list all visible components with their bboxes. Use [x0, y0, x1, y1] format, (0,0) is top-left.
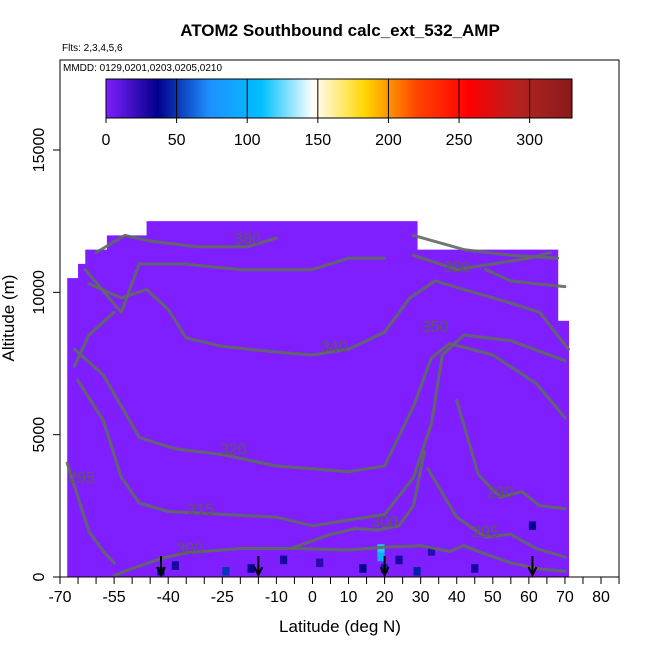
y-axis-label: Altitude (m): [0, 275, 18, 362]
contour-line: [94, 233, 278, 254]
contour-label: 300: [371, 514, 398, 531]
coverage-column: [417, 249, 458, 577]
x-tick-label: -40: [157, 589, 180, 606]
flight-arrows: [156, 556, 538, 578]
contour-label: 290: [487, 484, 514, 501]
contour-line: [83, 256, 387, 314]
data-cell: [471, 564, 479, 573]
x-axis: -70 -55 -40 -25 -10 0 10 20 30 40 50 60 70 80: [48, 577, 620, 606]
coverage-column: [67, 278, 79, 577]
coverage-column: [78, 263, 86, 577]
data-cell: [222, 567, 230, 576]
flight-arrow: [156, 556, 166, 578]
x-tick-label: 40: [448, 589, 466, 606]
x-tick-label: -70: [48, 589, 71, 606]
colorbar-tick-label: 50: [168, 132, 186, 149]
contour-label: 300: [176, 541, 203, 558]
data-cell: [377, 552, 385, 562]
chart-title: ATOM2 Southbound calc_ext_532_AMP: [180, 21, 500, 40]
data-cell: [247, 564, 255, 573]
contour-label: 320: [220, 442, 247, 459]
data-cell: [359, 564, 367, 573]
contour-line: [426, 467, 567, 559]
plot-frame: [59, 59, 620, 578]
data-cell: [280, 555, 288, 565]
x-tick-label: 80: [592, 589, 610, 606]
colorbar: [105, 78, 573, 119]
data-cell: [413, 567, 421, 576]
contour-label: 295: [68, 470, 95, 487]
flight-arrow: [379, 556, 390, 578]
x-tick-label: 0: [308, 589, 317, 606]
data-cell: [427, 547, 436, 556]
colorbar-ticks: 0 50 100 150 200 250 300: [102, 79, 543, 149]
contour-label: 340: [321, 339, 348, 356]
y-tick-label: 15000: [31, 128, 48, 173]
coverage-column: [557, 320, 570, 577]
temperature-contours: 300 295 295 300 290 315 320 340 350 380 350: [65, 231, 570, 577]
coverage-column: [168, 221, 418, 577]
contour-label: 315: [187, 501, 214, 518]
x-tick-label: 30: [412, 589, 430, 606]
data-cell: [316, 558, 324, 568]
x-axis-label: Latitude (deg N): [279, 617, 401, 636]
flights-label: Flts: 2,3,4,5,6: [62, 43, 123, 54]
data-cell: [395, 555, 403, 565]
x-tick-label: -55: [103, 589, 126, 606]
coverage-column: [106, 235, 126, 577]
data-cell: [528, 521, 537, 531]
contour-line: [455, 399, 567, 511]
data-cell: [171, 561, 180, 570]
x-tick-label: 20: [376, 589, 394, 606]
colorbar-tick-label: 150: [304, 132, 331, 149]
contour-line: [72, 342, 567, 474]
y-axis: 0 5000 10000 15000: [31, 128, 60, 581]
coverage-column: [124, 235, 148, 577]
contour-line: [412, 233, 560, 260]
colorbar-tick-label: 100: [234, 132, 261, 149]
coverage-column: [510, 249, 530, 577]
dates-label: MMDD: 0129,0201,0203,0205,0210: [63, 63, 222, 74]
x-tick-label: 60: [520, 589, 538, 606]
contour-line: [484, 268, 567, 289]
y-tick-label: 10000: [31, 270, 48, 315]
colorbar-tick-label: 250: [446, 132, 473, 149]
colorbar-tick-label: 200: [375, 132, 402, 149]
flight-arrow: [527, 556, 538, 578]
y-tick-label: 5000: [31, 417, 48, 453]
flight-arrow: [253, 556, 264, 578]
colorbar-tick-label: 0: [102, 132, 111, 149]
coverage-column: [146, 221, 169, 577]
contour-line: [87, 279, 570, 357]
x-tick-label: 10: [340, 589, 358, 606]
contour-line: [289, 450, 426, 550]
contour-line: [65, 461, 116, 565]
contour-label: 295: [472, 524, 499, 541]
x-tick-label: -10: [265, 589, 288, 606]
contour-line: [72, 310, 116, 368]
contour-label: 350: [422, 319, 449, 336]
y-tick-label: 0: [31, 572, 48, 581]
contour-line: [112, 544, 567, 577]
x-tick-label: -25: [211, 589, 234, 606]
contour-label: 350: [443, 259, 470, 276]
contour-label: 380: [234, 231, 261, 248]
colorbar-tick-label: 300: [516, 132, 543, 149]
x-tick-label: 70: [556, 589, 574, 606]
x-tick-label: 50: [484, 589, 502, 606]
